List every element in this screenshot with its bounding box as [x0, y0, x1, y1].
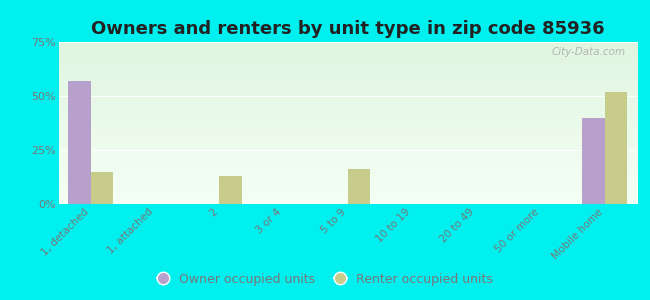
Bar	[68, 81, 90, 204]
Bar	[582, 118, 605, 204]
Bar	[605, 92, 627, 204]
Bar	[219, 176, 242, 204]
Bar	[90, 172, 113, 204]
Bar	[348, 169, 370, 204]
Legend: Owner occupied units, Renter occupied units: Owner occupied units, Renter occupied un…	[151, 268, 499, 291]
Text: City-Data.com: City-Data.com	[551, 47, 625, 57]
Title: Owners and renters by unit type in zip code 85936: Owners and renters by unit type in zip c…	[91, 20, 604, 38]
